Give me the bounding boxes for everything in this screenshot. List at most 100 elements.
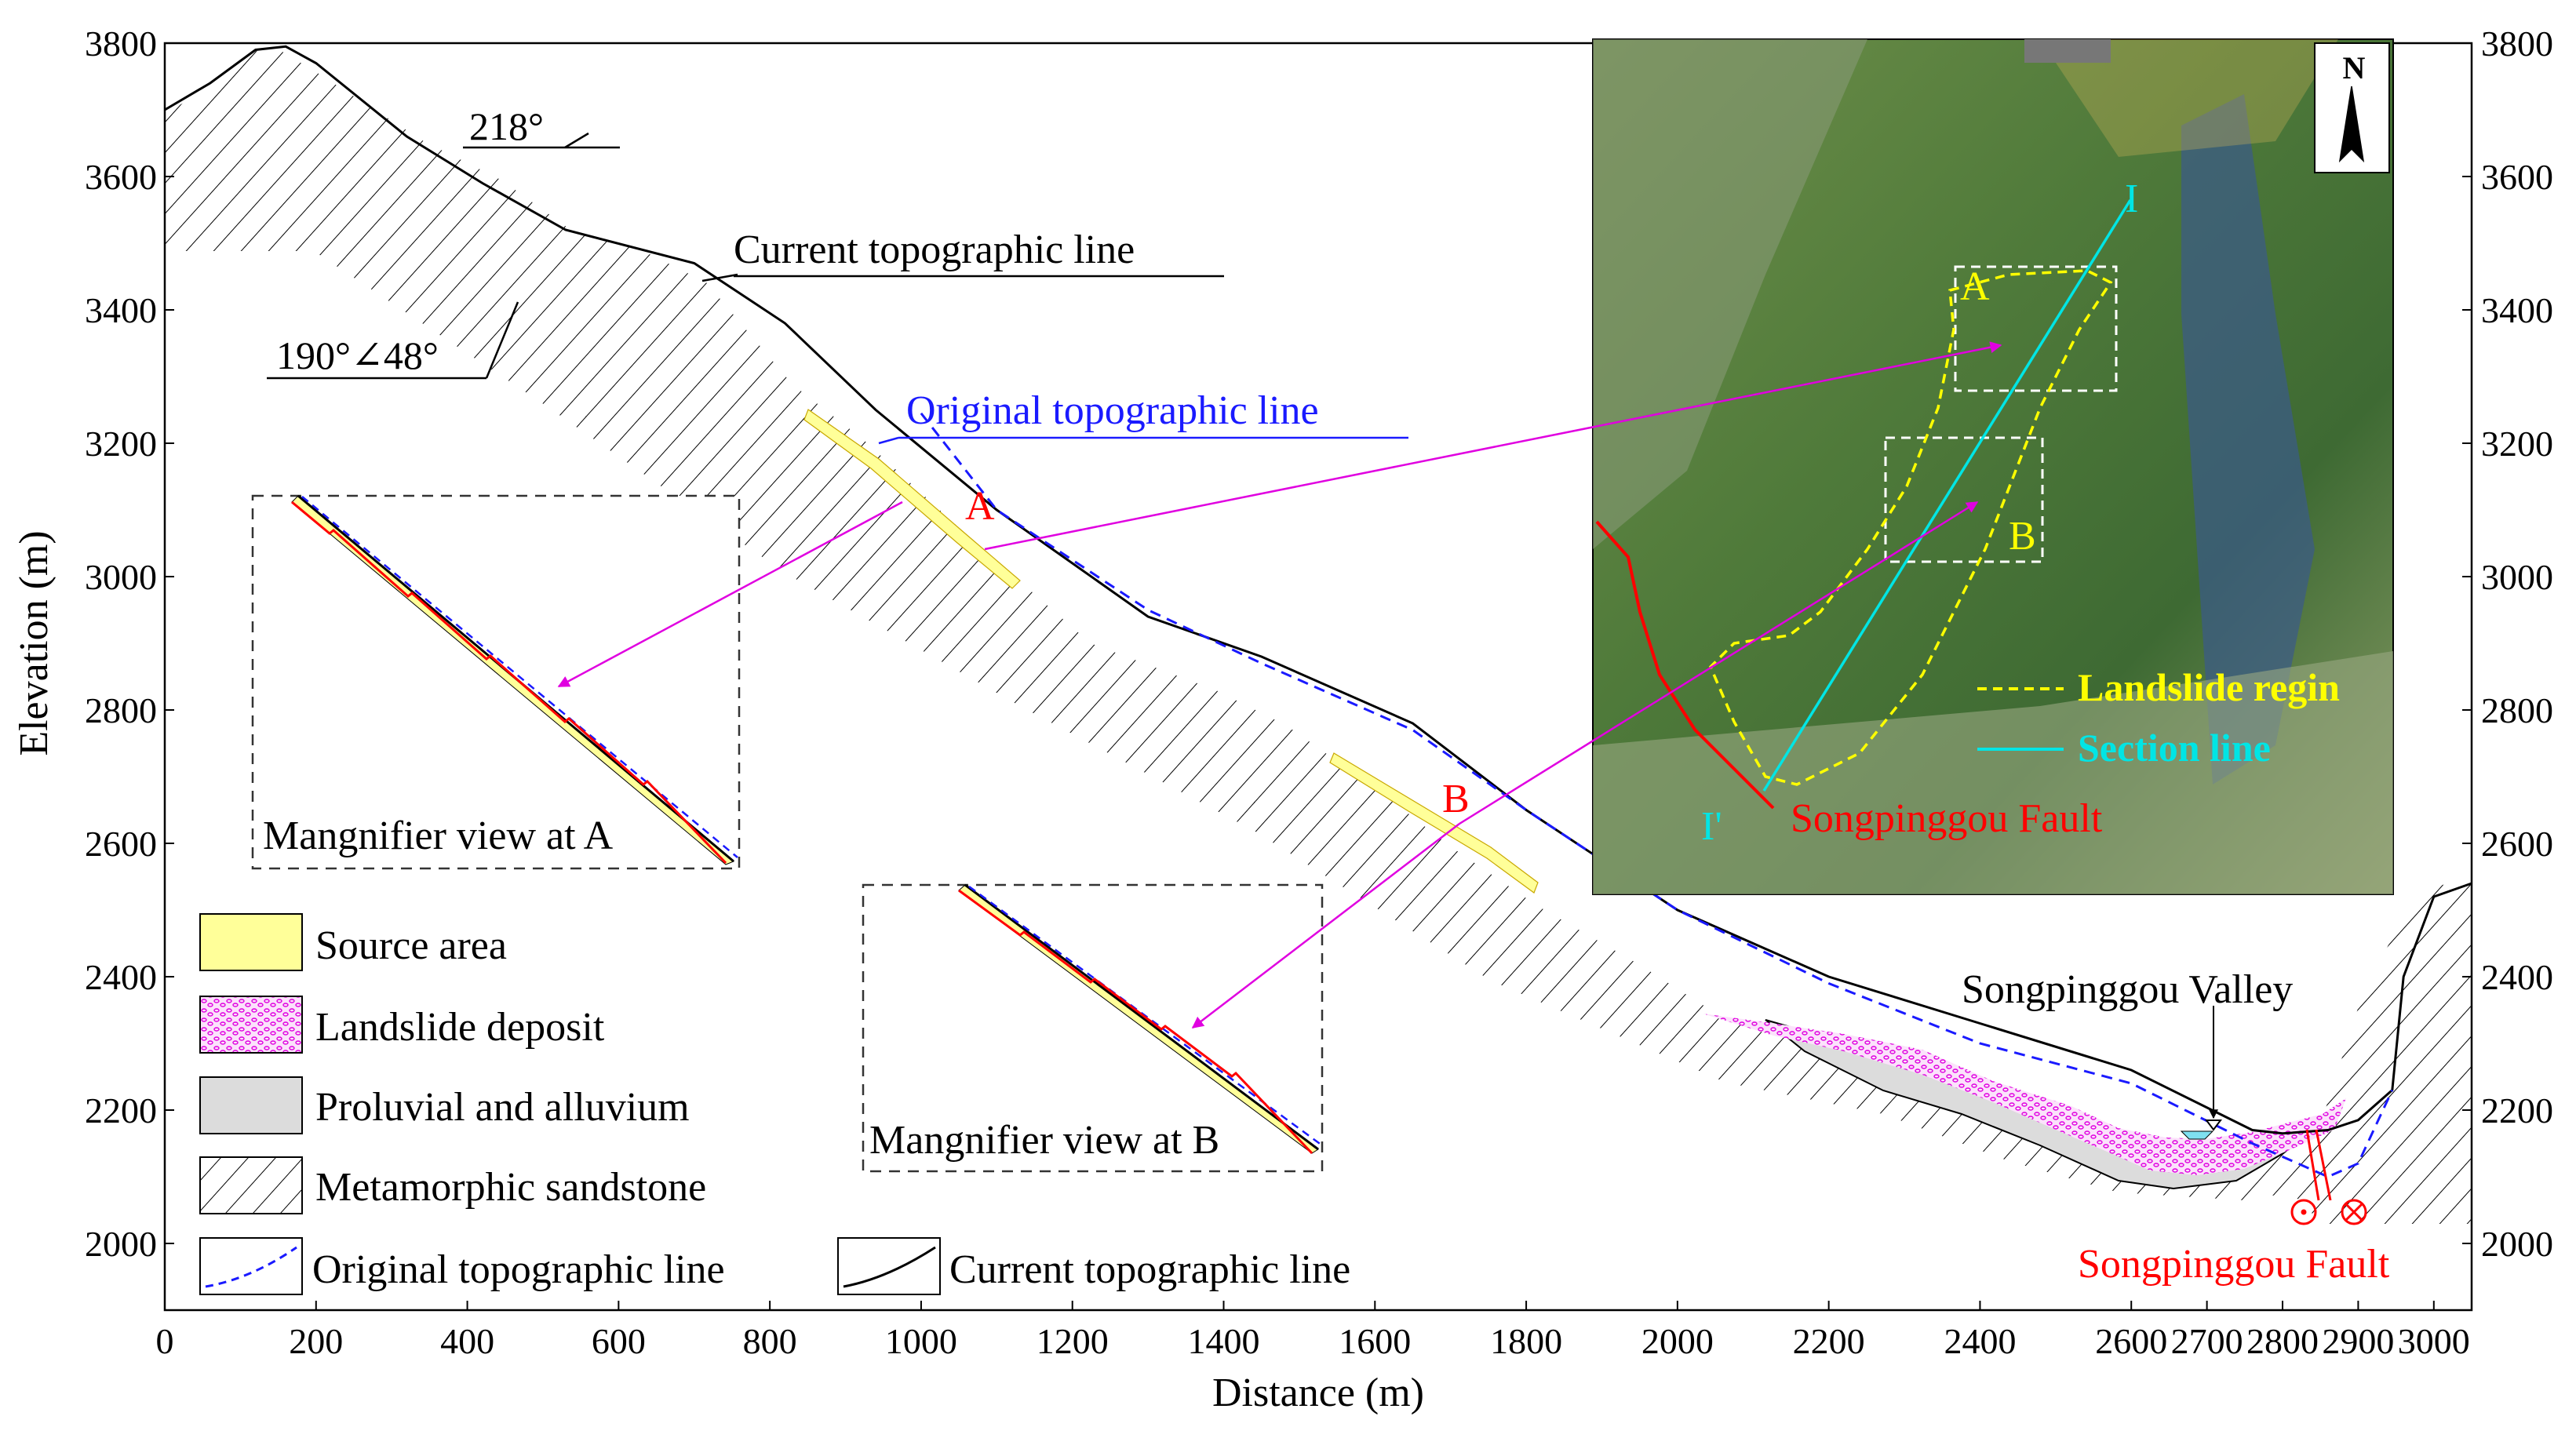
y-tick-label-left: 2200 <box>85 1090 157 1130</box>
dip-label: 190°∠48° <box>276 333 439 377</box>
y-tick-label-right: 3000 <box>2481 557 2553 597</box>
map-landslide-outline <box>1708 269 2113 786</box>
y-tick-label-left: 2400 <box>85 957 157 997</box>
north-label: N <box>2343 50 2366 86</box>
map-zoom-box-a <box>1954 265 2118 392</box>
x-tick-label: 2700 <box>2171 1321 2243 1361</box>
connector-arrows <box>557 341 2002 1028</box>
landslide-deposit-region <box>1703 1014 2346 1175</box>
x-tick-label: 2400 <box>1944 1321 2016 1361</box>
map-section-i: I <box>2125 177 2138 221</box>
y-tick-label-left: 2000 <box>85 1224 157 1264</box>
y-tick-label-left: 3400 <box>85 290 157 330</box>
strike-annotation: 218° <box>463 104 620 149</box>
dip-annotation: 190°∠48° <box>267 301 519 380</box>
legend-metamorphic-label: Metamorphic sandstone <box>315 1165 706 1210</box>
y-tick-label-right: 2400 <box>2481 957 2553 997</box>
magnifier-b: Mangnifier view at B <box>862 883 1324 1173</box>
valley-marker-icon <box>2205 1119 2222 1131</box>
map-zoom-box-b <box>1884 436 2044 563</box>
y-tick-label-left: 3200 <box>85 424 157 464</box>
legend-deposit-label: Landslide deposit <box>315 1005 605 1050</box>
map-legend-landslide: Landslide regin <box>2078 665 2340 709</box>
x-tick-label: 2200 <box>1793 1321 1865 1361</box>
map-label-a: A <box>1960 264 1990 309</box>
x-tick-label: 1200 <box>1037 1321 1109 1361</box>
x-tick-label: 800 <box>743 1321 797 1361</box>
y-tick-label-left: 3800 <box>85 24 157 64</box>
legend-swatch-proluvial <box>199 1076 303 1134</box>
x-tick-label: 2000 <box>1641 1321 1714 1361</box>
source-area-a <box>803 409 1021 589</box>
y-axis-left: 3800 3600 3400 3200 3000 2800 2600 2400 2200 2000 <box>85 24 174 1264</box>
strike-label: 218° <box>469 104 544 148</box>
north-arrow-icon <box>2338 86 2365 163</box>
current-line-label: Current topographic line <box>734 228 1135 272</box>
x-tick-label: 200 <box>289 1321 343 1361</box>
y-tick-label-right: 2600 <box>2481 824 2553 864</box>
map-section-line <box>1762 199 2132 792</box>
metamorphic-sandstone-region <box>165 47 2472 1224</box>
y-tick-label-right: 3200 <box>2481 424 2553 464</box>
y-axis-title: Elevation (m) <box>12 530 56 755</box>
y-tick-label-right: 3600 <box>2481 157 2553 197</box>
legend-swatch-current <box>837 1237 941 1295</box>
original-line-label: Original topographic line <box>906 388 1319 433</box>
map-section-i-prime: I' <box>1701 804 1722 849</box>
y-tick-label-right: 2000 <box>2481 1224 2553 1264</box>
x-tick-label: 2800 <box>2246 1321 2319 1361</box>
x-tick-label: 400 <box>440 1321 494 1361</box>
y-tick-label-right: 2200 <box>2481 1090 2553 1130</box>
fault-out-of-page-icon <box>2290 1199 2317 1225</box>
y-tick-label-left: 2600 <box>85 824 157 864</box>
magnifier-b-label: Mangnifier view at B <box>869 1118 1219 1163</box>
original-line-callout: Original topographic line <box>878 388 1408 445</box>
x-tick-label: 1000 <box>885 1321 957 1361</box>
current-topographic-line <box>164 45 2472 1135</box>
fault-into-page-icon <box>2341 1199 2367 1225</box>
legend-original-label: Original topographic line <box>312 1247 725 1292</box>
x-axis: 0 200 400 600 800 1000 1200 1400 1600 1800 2000 220… <box>156 1301 2470 1361</box>
x-tick-label: 2900 <box>2322 1321 2394 1361</box>
legend-source-label: Source area <box>315 923 507 968</box>
point-b-label: B <box>1442 777 1470 821</box>
y-tick-label-left: 3600 <box>85 157 157 197</box>
fault-label-section: Songpinggou Fault <box>2078 1242 2390 1287</box>
y-tick-label-left: 2800 <box>85 690 157 730</box>
original-topographic-line <box>920 412 2394 1178</box>
x-tick-label: 3000 <box>2398 1321 2470 1361</box>
map-fault-line <box>1595 520 1775 810</box>
legend-proluvial-label: Proluvial and alluvium <box>315 1085 690 1130</box>
legend-swatch-metamorphic <box>199 1156 303 1214</box>
map-label-b: B <box>2009 514 2036 559</box>
y-axis-right: 3800 3600 3400 3200 3000 2800 2600 2400 2200 2000 <box>2462 24 2553 1264</box>
magnifier-a-label: Mangnifier view at A <box>263 814 614 858</box>
x-tick-label: 0 <box>156 1321 174 1361</box>
legend: Source area Landslide deposit Proluvial … <box>199 913 1350 1295</box>
plot-frame <box>163 42 2473 1312</box>
point-a-label: A <box>965 484 995 529</box>
x-tick-label: 1600 <box>1339 1321 1411 1361</box>
valley-water <box>2180 1130 2214 1140</box>
valley-label: Songpinggou Valley <box>1962 967 2293 1012</box>
map-fault-label: Songpinggou Fault <box>1791 796 2103 841</box>
x-tick-label: 600 <box>592 1321 646 1361</box>
x-tick-label: 1800 <box>1490 1321 1562 1361</box>
source-area-b <box>1329 752 1539 894</box>
y-tick-label-right: 3400 <box>2481 290 2553 330</box>
legend-swatch-original <box>199 1237 303 1295</box>
x-tick-label: 2600 <box>2095 1321 2167 1361</box>
magnifier-a: Mangnifier view at A <box>251 494 741 870</box>
fault-symbol-section <box>2290 1129 2367 1225</box>
legend-current-label: Current topographic line <box>949 1247 1350 1292</box>
map-inset: N I I' A B Landslide regin Section line … <box>1592 38 2394 895</box>
legend-swatch-deposit <box>199 996 303 1054</box>
map-legend-section: Section line <box>2078 726 2271 770</box>
x-axis-title: Distance (m) <box>1212 1371 1424 1415</box>
y-tick-label-right: 2800 <box>2481 690 2553 730</box>
legend-swatch-source <box>199 913 303 971</box>
y-tick-label-left: 3000 <box>85 557 157 597</box>
y-tick-label-right: 3800 <box>2481 24 2553 64</box>
x-tick-label: 1400 <box>1188 1321 1260 1361</box>
